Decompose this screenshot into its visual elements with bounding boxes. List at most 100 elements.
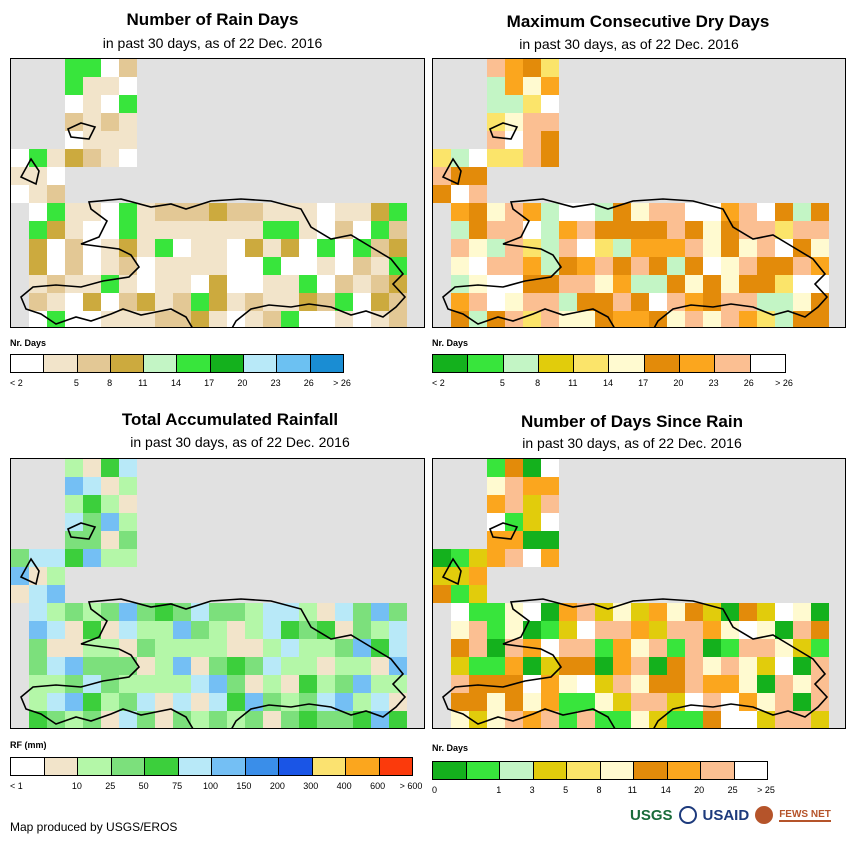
map-cell bbox=[667, 711, 685, 728]
map-cell bbox=[119, 657, 137, 675]
map-cell bbox=[757, 221, 775, 239]
map-cell bbox=[119, 459, 137, 477]
map-cell bbox=[721, 675, 739, 693]
map-cell bbox=[11, 167, 29, 185]
map-cell bbox=[757, 293, 775, 311]
map-cell bbox=[65, 59, 83, 77]
map-cell bbox=[541, 531, 559, 549]
map-cell bbox=[577, 221, 595, 239]
map-cell bbox=[317, 239, 335, 257]
panel-title-rain-days: Number of Rain Days bbox=[126, 10, 299, 29]
map-cell bbox=[83, 131, 101, 149]
map-cell bbox=[505, 459, 523, 477]
map-cell bbox=[227, 239, 245, 257]
map-cell bbox=[65, 657, 83, 675]
map-cell bbox=[487, 59, 505, 77]
map-cell bbox=[505, 513, 523, 531]
map-cell bbox=[757, 603, 775, 621]
map-rain-days bbox=[10, 58, 425, 328]
legend-bar-days-since-rain bbox=[432, 761, 768, 780]
map-cell bbox=[487, 675, 505, 693]
map-cell bbox=[811, 275, 829, 293]
map-cell bbox=[541, 113, 559, 131]
map-cell bbox=[631, 621, 649, 639]
map-cell bbox=[119, 675, 137, 693]
map-cell bbox=[667, 639, 685, 657]
map-cell bbox=[227, 293, 245, 311]
map-cell bbox=[631, 675, 649, 693]
legend-swatch bbox=[210, 355, 245, 372]
map-cell bbox=[775, 221, 793, 239]
map-cell bbox=[299, 203, 317, 221]
map-cell bbox=[631, 257, 649, 275]
map-cell bbox=[299, 657, 317, 675]
map-cell bbox=[101, 657, 119, 675]
map-cell bbox=[523, 311, 541, 327]
map-cell bbox=[281, 711, 299, 728]
map-cell bbox=[209, 311, 227, 327]
map-cell bbox=[227, 275, 245, 293]
map-cell bbox=[667, 239, 685, 257]
legend-bar-dry-days bbox=[432, 354, 786, 373]
map-cell bbox=[119, 621, 137, 639]
legend-bar-rain-days bbox=[10, 354, 344, 373]
map-cell bbox=[83, 311, 101, 327]
map-cell bbox=[541, 131, 559, 149]
map-days-since-rain bbox=[432, 458, 846, 729]
map-cell bbox=[227, 203, 245, 221]
map-cell bbox=[757, 657, 775, 675]
map-cell bbox=[505, 257, 523, 275]
map-cell bbox=[793, 657, 811, 675]
map-cell bbox=[505, 95, 523, 113]
map-cell bbox=[281, 257, 299, 275]
map-cell bbox=[83, 257, 101, 275]
map-cell bbox=[191, 639, 209, 657]
map-cell bbox=[721, 711, 739, 728]
map-cell bbox=[757, 675, 775, 693]
map-cell bbox=[631, 203, 649, 221]
legend-label: 26 bbox=[303, 378, 314, 388]
map-cell bbox=[83, 221, 101, 239]
map-cell bbox=[505, 603, 523, 621]
map-cell bbox=[137, 221, 155, 239]
map-cell bbox=[505, 711, 523, 728]
map-cell bbox=[47, 567, 65, 585]
legend-label: 5 bbox=[563, 785, 569, 795]
map-cell bbox=[451, 675, 469, 693]
legend-label: 8 bbox=[596, 785, 602, 795]
map-cell bbox=[685, 693, 703, 711]
map-cell bbox=[667, 311, 685, 327]
map-cell bbox=[793, 603, 811, 621]
coastline-outline bbox=[441, 122, 829, 327]
map-cell bbox=[263, 275, 281, 293]
map-cell bbox=[541, 513, 559, 531]
legend-title-rainfall: RF (mm) bbox=[10, 740, 47, 750]
fews-net-logo: FEWS NET bbox=[779, 808, 831, 822]
map-cell bbox=[353, 293, 371, 311]
map-cell bbox=[83, 711, 101, 728]
map-cell bbox=[245, 657, 263, 675]
map-cell bbox=[649, 311, 667, 327]
map-cell bbox=[227, 257, 245, 275]
map-cell bbox=[523, 113, 541, 131]
map-cell bbox=[227, 639, 245, 657]
map-cell bbox=[559, 293, 577, 311]
map-cell bbox=[685, 621, 703, 639]
map-cell bbox=[65, 693, 83, 711]
map-cell bbox=[65, 221, 83, 239]
map-cell bbox=[29, 149, 47, 167]
map-cell bbox=[209, 203, 227, 221]
map-cell bbox=[317, 311, 335, 327]
map-cell bbox=[29, 657, 47, 675]
map-cell bbox=[577, 293, 595, 311]
map-cell bbox=[47, 185, 65, 203]
map-cell bbox=[613, 621, 631, 639]
map-cell bbox=[281, 675, 299, 693]
map-cell bbox=[173, 293, 191, 311]
map-cell bbox=[281, 657, 299, 675]
map-cell bbox=[29, 639, 47, 657]
map-cell bbox=[335, 293, 353, 311]
map-cell bbox=[245, 639, 263, 657]
map-cell bbox=[541, 95, 559, 113]
map-cell bbox=[263, 657, 281, 675]
